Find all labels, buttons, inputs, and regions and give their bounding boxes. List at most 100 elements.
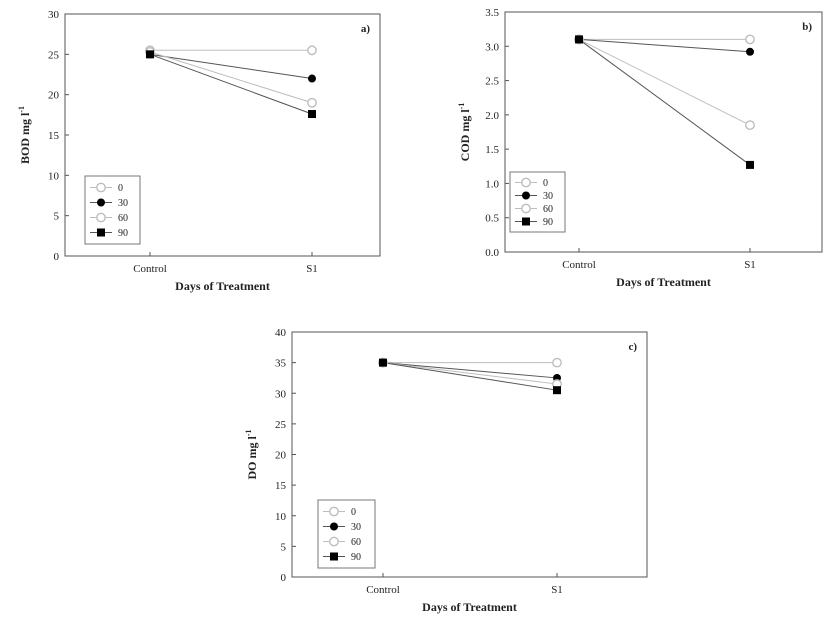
y-tick-label: 3.0: [485, 41, 499, 53]
chart-panel-3: 0 5 10 15 20 25 30 35 40 Control S1 Days of Treatme…: [244, 327, 648, 614]
data-point-90: [575, 35, 583, 44]
series-line-60: [382, 362, 558, 385]
y-tick-label: 0.5: [485, 213, 499, 225]
data-point-30: [746, 47, 754, 56]
chart-panel-2: 0.0 0.5 1.0 1.5 2.0 2.5 3.0 3.5 Control S1 Days of…: [457, 7, 823, 289]
data-point-0: [307, 45, 317, 56]
legend-marker: [521, 203, 531, 214]
y-axis-title: BOD mg l-1: [17, 106, 32, 164]
series-line-30: [578, 38, 751, 53]
legend-marker: [329, 506, 339, 517]
series-line-60: [578, 38, 751, 126]
y-tick-label: 20: [275, 450, 287, 462]
legend-label: 0: [351, 507, 356, 518]
y-tick-label: 5: [54, 211, 60, 223]
y-tick-label: 0.0: [485, 247, 499, 259]
y-axis-title-superscript: -1: [457, 103, 466, 110]
data-point-90: [379, 358, 387, 367]
legend-label: 60: [118, 213, 128, 224]
y-tick-label: 2.0: [485, 110, 499, 122]
legend-marker: [97, 198, 105, 207]
legend-box: [509, 171, 566, 233]
series-line-60: [149, 51, 313, 104]
panel-label: b): [802, 21, 812, 33]
y-tick-label: 1.5: [485, 144, 499, 156]
plot-frame: [504, 11, 823, 253]
legend-label: 30: [351, 522, 361, 533]
y-tick-label: 5: [281, 541, 287, 553]
panel-label: c): [628, 341, 637, 353]
chart-panel-1: 0 5 10 15 20 25 30 Control S1 Days of Treatment BO…: [17, 9, 381, 293]
legend-box: [317, 499, 376, 569]
x-axis-title: Days of Treatment: [175, 279, 270, 293]
data-point-0: [552, 357, 562, 368]
y-axis-title-superscript: -1: [17, 106, 26, 113]
data-point-60: [745, 120, 755, 131]
y-tick-label: 35: [275, 358, 287, 370]
legend: 0 30 60 90: [317, 499, 376, 569]
y-tick-label: 2.5: [485, 76, 499, 88]
x-tick-label: Control: [562, 259, 596, 271]
series-line-90: [382, 362, 558, 391]
legend: 0 30 60 90: [509, 171, 566, 233]
series-line-90: [578, 39, 751, 166]
x-tick-label: Control: [133, 263, 167, 275]
x-tick-label: S1: [551, 584, 563, 596]
legend-label: 30: [543, 191, 553, 202]
x-axis-title: Days of Treatment: [616, 275, 711, 289]
y-axis-title-text: COD mg l: [458, 109, 472, 162]
legend: 0 30 60 90: [84, 175, 141, 245]
data-point-90: [553, 386, 561, 395]
y-tick-label: 25: [48, 49, 60, 61]
legend-label: 30: [118, 198, 128, 209]
y-tick-label: 0: [54, 251, 60, 263]
legend-marker: [521, 177, 531, 188]
series-line-90: [149, 53, 313, 115]
legend-marker: [96, 182, 106, 193]
legend-label: 90: [351, 552, 361, 563]
x-tick-label: S1: [306, 263, 318, 275]
data-point-0: [745, 34, 755, 45]
y-tick-label: 3.5: [485, 7, 499, 19]
legend-marker: [330, 522, 338, 531]
data-point-90: [308, 110, 316, 119]
y-tick-label: 1.0: [485, 178, 499, 190]
legend-box: [84, 175, 141, 245]
y-tick-label: 10: [275, 511, 287, 523]
legend-label: 90: [118, 228, 128, 239]
data-point-90: [146, 50, 154, 59]
series-line-30: [382, 362, 558, 379]
data-point-60: [307, 97, 317, 108]
series-line-30: [149, 53, 313, 80]
y-axis-title: DO mg l-1: [244, 429, 259, 479]
panel-label: a): [361, 23, 371, 35]
y-tick-label: 40: [275, 327, 287, 339]
legend-label: 0: [543, 178, 548, 189]
y-axis-title: COD mg l-1: [457, 103, 472, 162]
legend-label: 0: [118, 183, 123, 194]
y-axis-title-text: DO mg l: [245, 436, 259, 480]
x-axis-title: Days of Treatment: [422, 600, 517, 614]
legend-label: 60: [543, 204, 553, 215]
y-tick-label: 30: [275, 388, 287, 400]
data-point-90: [746, 160, 754, 169]
legend-marker: [330, 552, 338, 561]
legend-marker: [97, 228, 105, 237]
y-tick-label: 15: [48, 130, 60, 142]
x-tick-label: Control: [366, 584, 400, 596]
y-tick-label: 15: [275, 480, 287, 492]
data-point-30: [308, 74, 316, 83]
legend-marker: [522, 217, 530, 226]
legend-label: 60: [351, 537, 361, 548]
y-tick-label: 30: [48, 9, 60, 21]
y-tick-label: 10: [48, 170, 60, 182]
legend-marker: [522, 191, 530, 200]
legend-label: 90: [543, 217, 553, 228]
y-tick-label: 0: [281, 572, 287, 584]
legend-marker: [96, 212, 106, 223]
legend-marker: [329, 536, 339, 547]
y-axis-title-superscript: -1: [244, 429, 253, 436]
y-tick-label: 25: [275, 419, 287, 431]
x-tick-label: S1: [744, 259, 756, 271]
